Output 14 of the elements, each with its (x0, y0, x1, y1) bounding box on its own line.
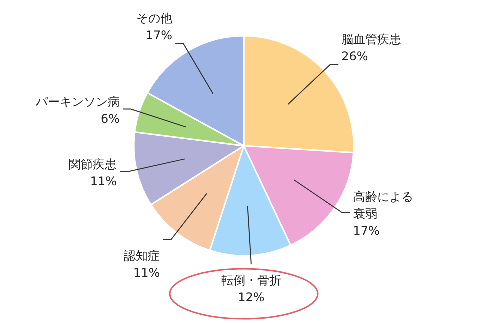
data-label: 17% (146, 28, 173, 43)
slice-label: 転倒・骨折 (221, 274, 282, 288)
data-label: 11% (90, 174, 118, 188)
slice-label: 脳血管疾患 (342, 32, 402, 47)
data-label: 6% (100, 112, 120, 126)
slice-label: その他 (136, 12, 173, 26)
data-label: 12% (238, 290, 265, 305)
slice-label: 認知症 (124, 248, 160, 263)
slice-label: パーキンソン病 (35, 94, 120, 109)
data-label: 17% (353, 224, 380, 238)
slice-label: 高齢による衰弱 (353, 190, 414, 221)
data-label: 26% (342, 50, 368, 64)
data-label: 11% (134, 266, 160, 280)
slice-label: 関節疾患 (69, 157, 118, 172)
